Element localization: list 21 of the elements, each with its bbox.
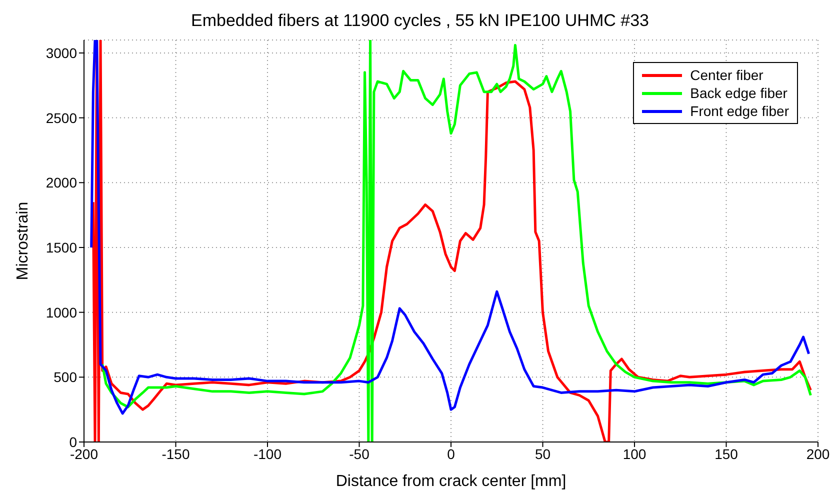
x-tick-label: 50	[534, 446, 551, 462]
y-tick-label: 500	[54, 369, 78, 386]
x-tick-label: 100	[622, 446, 646, 462]
x-axis-title: Distance from crack center [mm]	[336, 473, 566, 490]
x-tick-label: -100	[253, 446, 282, 462]
x-tick-label: 200	[806, 446, 830, 462]
x-tick-label: -50	[349, 446, 370, 462]
y-tick-label: 2000	[46, 174, 78, 191]
y-tick-label: 0	[69, 434, 78, 450]
x-tick-label: 0	[447, 446, 456, 462]
legend-label: Back edge fiber	[690, 84, 788, 102]
legend-label: Center fiber	[690, 66, 764, 84]
chart-title: Embedded fibers at 11900 cycles , 55 kN IPE100 UHMC #33	[190, 10, 650, 32]
y-tick-label: 1000	[46, 304, 78, 320]
y-tick-label: 3000	[46, 44, 78, 61]
y-axis-title: Microstrain	[14, 202, 32, 280]
y-tick-label: 1500	[46, 239, 78, 256]
y-tick-label: 2500	[46, 110, 78, 126]
x-tick-label: 150	[714, 446, 738, 462]
legend-label: Front edge fiber	[690, 102, 789, 120]
x-tick-label: -150	[162, 446, 190, 462]
